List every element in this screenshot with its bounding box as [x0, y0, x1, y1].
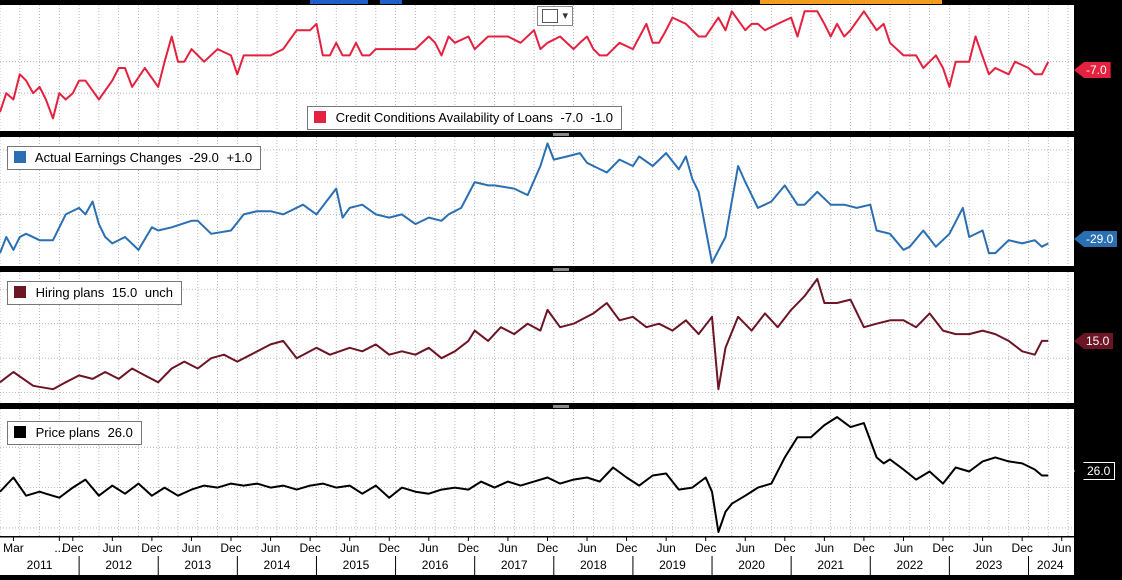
- x-year-label: 2011: [27, 558, 53, 572]
- last-value-tag-hiring: 15.0: [1074, 333, 1114, 349]
- top-toolbar-strip-orange[interactable]: [760, 0, 942, 4]
- y-tick-label-earnings: -20: [1086, 207, 1104, 221]
- x-tick-label-month: Dec: [932, 541, 953, 555]
- x-tick-label-month: Jun: [656, 541, 675, 555]
- legend-swatch-earnings: [14, 151, 26, 163]
- x-year-label: 2013: [184, 558, 211, 572]
- x-tick-label-month: Jun: [498, 541, 517, 555]
- y-tick-label-hiring: 10: [1086, 351, 1100, 365]
- x-tick-label-month: Mar: [3, 541, 24, 555]
- y-tick-label-earnings: -10: [1086, 175, 1104, 189]
- last-value-tag-earnings: -29.0: [1074, 231, 1118, 247]
- legend-earnings-last: -29.0: [189, 150, 219, 165]
- x-tick-label-month: Jun: [261, 541, 280, 555]
- legend-credit-last: -7.0: [560, 110, 583, 125]
- x-tick-label-month: Jun: [815, 541, 834, 555]
- y-tick-label-hiring: 0: [1086, 386, 1093, 400]
- legend-actual-earnings[interactable]: Actual Earnings Changes -29.0 +1.0: [7, 146, 262, 170]
- x-tick-label-month: Jun: [973, 541, 992, 555]
- y-tick-label-credit: -5: [1086, 55, 1097, 69]
- panel-resize-handle[interactable]: [553, 268, 569, 271]
- series-line-hiring: [0, 277, 1049, 391]
- last-value-tag-credit: -7.0: [1074, 62, 1111, 78]
- x-year-label: 2021: [817, 558, 844, 572]
- legend-credit-conditions[interactable]: Credit Conditions Availability of Loans …: [307, 106, 622, 130]
- x-tick-label-month: Dec: [1011, 541, 1032, 555]
- legend-credit-name: Credit Conditions Availability of Loans: [335, 110, 553, 125]
- x-tick-label-month: Dec: [537, 541, 558, 555]
- legend-credit-change: -1.0: [590, 110, 613, 125]
- chart-settings-icon: [542, 9, 558, 23]
- y-tick-label-price: 40: [1086, 440, 1100, 454]
- chart-settings-button[interactable]: ▾: [537, 6, 573, 26]
- top-toolbar-strip-blue[interactable]: [310, 0, 368, 4]
- x-year-label: 2024: [1037, 558, 1064, 572]
- panel-resize-handle[interactable]: [553, 133, 569, 136]
- x-tick-label-month: Jun: [182, 541, 201, 555]
- legend-price-name: Price plans: [35, 425, 100, 440]
- x-year-label: 2012: [105, 558, 132, 572]
- legend-hiring-change: unch: [144, 285, 174, 300]
- x-tick-label-month: Jun: [103, 541, 122, 555]
- x-axis-background: [0, 537, 1074, 575]
- x-tick-label-month: Dec: [853, 541, 874, 555]
- legend-hiring-name: Hiring plans: [35, 285, 105, 300]
- legend-price-plans[interactable]: Price plans 26.0: [7, 421, 142, 445]
- panel-resize-handle[interactable]: [553, 405, 569, 408]
- legend-swatch-price: [14, 426, 26, 438]
- y-tick-label-price: 20: [1086, 481, 1100, 495]
- x-tick-label-month: Jun: [340, 541, 359, 555]
- x-year-label: 2017: [501, 558, 528, 572]
- x-year-label: 2023: [976, 558, 1003, 572]
- x-year-label: 2022: [896, 558, 923, 572]
- x-year-label: 2015: [343, 558, 370, 572]
- series-line-earnings: [0, 142, 1049, 264]
- x-tick-label-month: Dec: [220, 541, 241, 555]
- x-tick-label-month: Dec: [299, 541, 320, 555]
- x-tick-label-month: Dec: [141, 541, 162, 555]
- panel-background-price: [0, 409, 1074, 536]
- legend-swatch-credit: [314, 111, 326, 123]
- legend-earnings-name: Actual Earnings Changes: [34, 150, 182, 165]
- x-year-label: 2019: [659, 558, 686, 572]
- x-year-label: 2020: [738, 558, 765, 572]
- x-tick-label-month: Dec: [62, 541, 83, 555]
- legend-earnings-change: +1.0: [226, 150, 253, 165]
- x-tick-label-month: ...: [54, 541, 64, 555]
- x-tick-label-month: Dec: [774, 541, 795, 555]
- y-tick-label-hiring: 30: [1086, 282, 1100, 296]
- chevron-down-icon: ▾: [562, 10, 568, 22]
- x-tick-label-month: Jun: [894, 541, 913, 555]
- legend-hiring-plans[interactable]: Hiring plans 15.0 unch: [7, 281, 183, 305]
- last-value-tag-price: 26.0: [1074, 462, 1116, 480]
- y-tick-label-earnings: 0: [1086, 143, 1093, 157]
- x-tick-label-month: Jun: [1052, 541, 1071, 555]
- x-tick-label-month: Dec: [695, 541, 716, 555]
- legend-price-last: 26.0: [107, 425, 133, 440]
- legend-swatch-hiring: [14, 286, 26, 298]
- y-tick-label-price: 0: [1086, 521, 1093, 535]
- y-tick-label-hiring: 20: [1086, 317, 1100, 331]
- x-year-label: 2014: [264, 558, 291, 572]
- series-line-credit: [0, 10, 1050, 120]
- x-tick-label-month: Dec: [379, 541, 400, 555]
- series-line-price: [0, 416, 1049, 533]
- x-tick-label-month: Dec: [458, 541, 479, 555]
- x-tick-label-month: Dec: [616, 541, 637, 555]
- x-tick-label-month: Jun: [419, 541, 438, 555]
- y-tick-label-credit: -10: [1086, 86, 1104, 100]
- x-tick-label-month: Jun: [577, 541, 596, 555]
- top-toolbar-strip-blue-small[interactable]: [380, 0, 402, 4]
- x-tick-label-month: Jun: [736, 541, 755, 555]
- legend-hiring-last: 15.0: [111, 285, 138, 300]
- x-year-label: 2016: [422, 558, 449, 572]
- x-year-label: 2018: [580, 558, 607, 572]
